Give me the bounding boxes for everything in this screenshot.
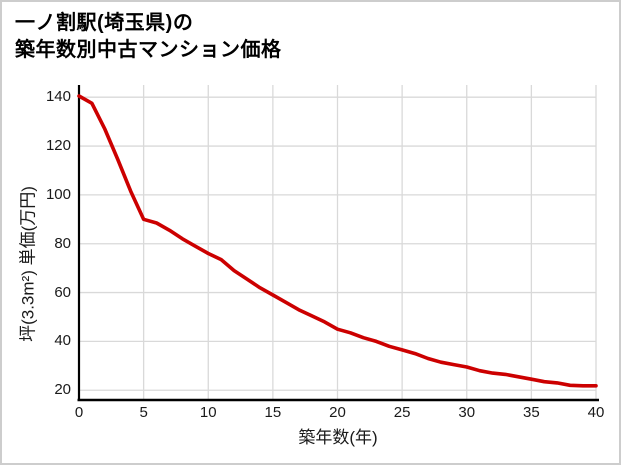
- y-tick-label: 20: [54, 381, 71, 399]
- x-tick-label: 35: [523, 404, 540, 421]
- chart-title-line1: 一ノ割駅(埼玉県)の: [15, 12, 194, 34]
- x-tick-label: 0: [74, 404, 84, 421]
- y-tick-label: 80: [54, 234, 71, 252]
- y-tick-label: 120: [45, 137, 71, 155]
- x-axis-title: 築年数(年): [298, 428, 378, 447]
- y-tick-label: 140: [45, 88, 71, 106]
- x-tick-label: 20: [329, 404, 346, 421]
- x-tick-label: 30: [458, 404, 476, 421]
- x-tick-label: 40: [587, 404, 605, 421]
- chart-title: 一ノ割駅(埼玉県)の 築年数別中古マンション価格: [15, 10, 282, 64]
- y-axis-title: 坪(3.3m²) 単価(万円): [18, 186, 38, 342]
- price-line: [77, 94, 598, 388]
- x-tick-label: 5: [139, 404, 148, 421]
- y-tick-label: 100: [45, 185, 71, 203]
- x-tick-label: 15: [264, 404, 282, 421]
- x-tick-label: 25: [393, 404, 411, 421]
- x-tick-label: 10: [199, 404, 217, 421]
- chart-title-line2: 築年数別中古マンション価格: [15, 39, 282, 61]
- y-tick-label: 60: [54, 283, 71, 301]
- y-tick-label: 40: [54, 332, 71, 350]
